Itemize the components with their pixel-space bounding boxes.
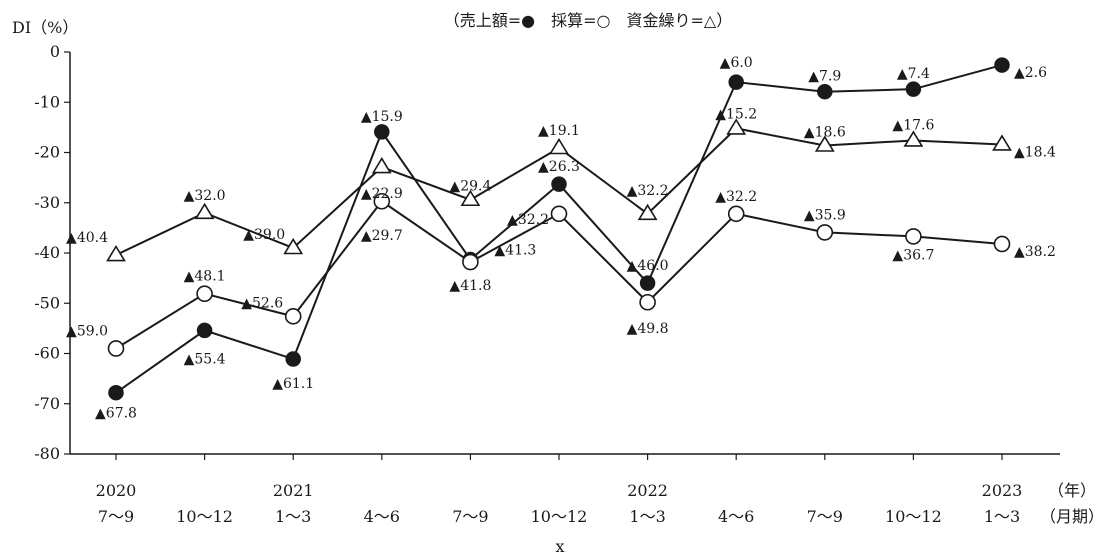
- profit-point: [816, 224, 834, 241]
- data-label: ▲35.9: [804, 207, 846, 223]
- x-tick-period-label: 7～9: [452, 507, 488, 526]
- x-tick-period-label: 1～3: [984, 507, 1020, 526]
- profit-point: [107, 340, 125, 357]
- data-label: ▲41.8: [449, 278, 491, 294]
- cashflow-point: [726, 118, 747, 135]
- profit-point: [639, 293, 656, 311]
- profit-point: [196, 285, 213, 303]
- cashflow-point: [283, 237, 304, 255]
- x-tick-year-label: 2023: [982, 481, 1023, 500]
- data-label: ▲15.9: [361, 109, 403, 125]
- x-tick-year-label: 2020: [96, 481, 137, 500]
- y-axis-label: DI（%）: [12, 18, 78, 37]
- x-tick-period-label: 7～9: [98, 507, 134, 526]
- cashflow-point: [637, 203, 658, 221]
- data-label: ▲36.7: [892, 247, 934, 263]
- data-label: ▲61.1: [272, 376, 314, 392]
- profit-point: [462, 253, 479, 271]
- y-tick-label: -60: [34, 344, 60, 363]
- data-label: ▲15.2: [715, 106, 757, 122]
- cashflow-point: [903, 130, 924, 147]
- data-label: ▲32.2: [507, 212, 549, 228]
- data-label: ▲22.9: [361, 186, 403, 202]
- cashflow-point: [371, 157, 392, 174]
- cashflow-point: [549, 137, 569, 155]
- data-label: ▲2.6: [1014, 65, 1047, 81]
- x-unit-year-label: （年）: [1048, 481, 1096, 500]
- x-tick-period-label: 10～12: [885, 507, 942, 526]
- x-axis-label: x: [555, 537, 564, 556]
- y-tick-label: -20: [34, 143, 60, 162]
- data-label: ▲29.7: [361, 228, 403, 244]
- profit-point: [284, 308, 302, 325]
- data-label: ▲46.0: [627, 258, 669, 274]
- profit-point: [550, 205, 568, 223]
- y-tick-label: -10: [34, 92, 60, 111]
- data-label: ▲39.0: [243, 227, 285, 243]
- y-tick-label: -50: [34, 293, 60, 312]
- sales-point: [639, 275, 656, 291]
- data-label: ▲48.1: [184, 269, 226, 285]
- sales-point: [994, 57, 1010, 73]
- sales-point: [728, 74, 744, 90]
- x-tick-period-label: 1～3: [275, 507, 311, 526]
- data-label: ▲59.0: [66, 323, 108, 339]
- data-label: ▲17.6: [892, 117, 934, 133]
- profit-point: [905, 228, 922, 245]
- data-label: ▲41.3: [494, 243, 536, 259]
- data-label: ▲18.6: [804, 124, 846, 140]
- data-label: ▲6.0: [720, 55, 753, 71]
- y-tick-label: -70: [34, 394, 60, 413]
- data-label: ▲32.2: [627, 183, 669, 199]
- x-tick-period-label: 4～6: [718, 507, 754, 526]
- sales-point: [905, 81, 922, 97]
- profit-point: [727, 205, 745, 223]
- data-label: ▲7.4: [897, 66, 930, 82]
- cashflow-point: [194, 202, 215, 220]
- data-label: ▲18.4: [1014, 144, 1056, 160]
- x-tick-period-label: 4～6: [364, 507, 400, 526]
- cashflow-point: [814, 135, 835, 152]
- x-tick-year-label: 2022: [627, 481, 668, 500]
- sales-point: [285, 351, 301, 367]
- series-line-1: [115, 199, 1003, 350]
- x-tick-period-label: 1～3: [629, 507, 665, 526]
- data-label: ▲52.6: [241, 295, 283, 311]
- x-tick-year-label: 2021: [273, 481, 314, 500]
- data-label: ▲32.2: [715, 189, 757, 205]
- cashflow-point: [106, 244, 126, 262]
- sales-point: [817, 83, 833, 100]
- y-tick-label: 0: [50, 42, 60, 61]
- data-label: ▲26.3: [538, 159, 580, 175]
- x-tick-period-label: 10～12: [531, 507, 588, 526]
- cashflow-point: [460, 189, 481, 207]
- y-tick-label: -40: [34, 243, 60, 262]
- data-label: ▲32.0: [184, 188, 226, 204]
- y-tick-label: -80: [34, 444, 60, 463]
- profit-point: [993, 235, 1011, 253]
- data-label: ▲40.4: [66, 230, 108, 246]
- data-label: ▲7.9: [808, 69, 841, 85]
- sales-point: [196, 322, 213, 339]
- data-label: ▲19.1: [538, 123, 580, 139]
- sales-point: [108, 384, 124, 401]
- cashflow-point: [992, 134, 1012, 151]
- x-unit-period-label: （月期）: [1040, 507, 1099, 526]
- profit-point: [373, 192, 391, 210]
- chart-legend: （売上額=● 採算=○ 資金繰り=△）: [444, 11, 732, 30]
- data-label: ▲49.8: [627, 321, 669, 337]
- data-label: ▲55.4: [184, 351, 226, 367]
- data-label: ▲29.4: [449, 179, 491, 195]
- y-tick-label: -30: [34, 193, 60, 212]
- sales-point: [374, 124, 390, 140]
- x-tick-period-label: 10～12: [176, 507, 233, 526]
- x-tick-period-label: 7～9: [807, 507, 843, 526]
- data-label: ▲38.2: [1014, 244, 1056, 260]
- sales-point: [551, 176, 567, 192]
- data-label: ▲67.8: [95, 406, 137, 422]
